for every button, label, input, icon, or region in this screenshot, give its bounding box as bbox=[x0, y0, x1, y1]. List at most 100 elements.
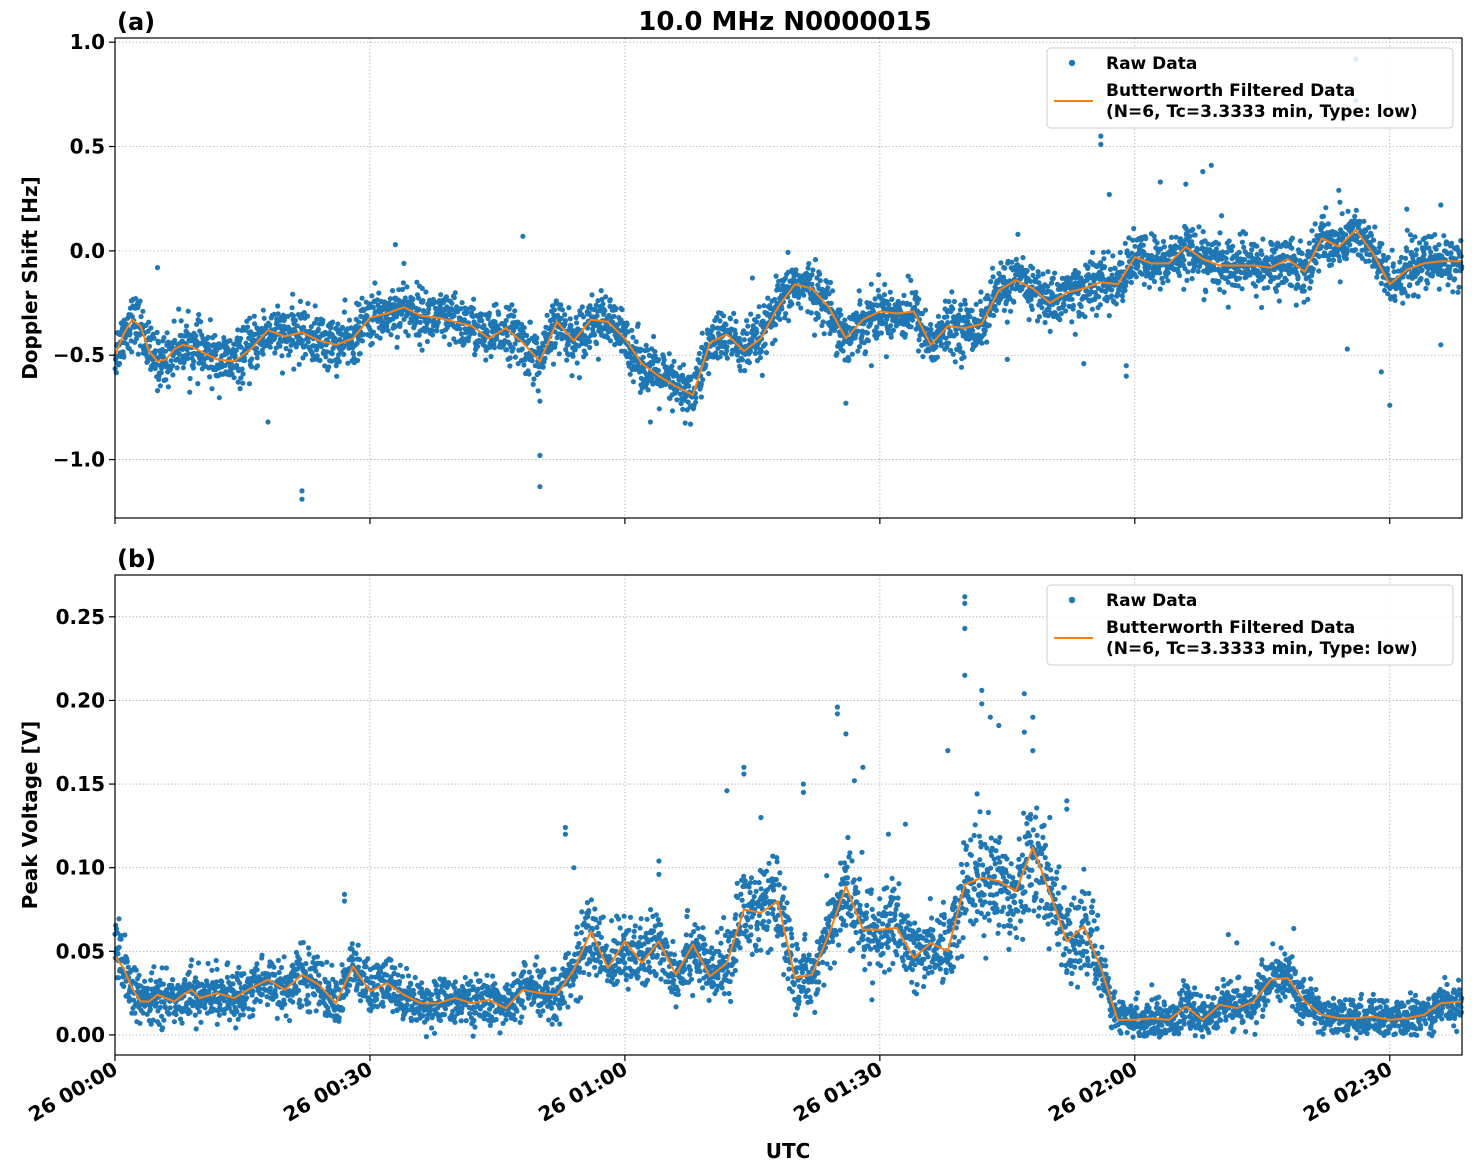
raw-data-point bbox=[170, 372, 176, 378]
raw-data-point bbox=[1217, 286, 1223, 293]
raw-data-point bbox=[154, 388, 161, 394]
raw-data-point bbox=[1181, 257, 1187, 263]
raw-data-point bbox=[686, 383, 692, 389]
raw-data-point bbox=[161, 335, 167, 341]
raw-data-point bbox=[1387, 402, 1393, 408]
raw-data-point bbox=[993, 307, 1000, 313]
raw-data-point bbox=[240, 371, 246, 377]
raw-data-point bbox=[163, 377, 169, 383]
raw-data-point bbox=[1140, 242, 1146, 248]
raw-data-point bbox=[1352, 213, 1358, 219]
raw-data-point bbox=[630, 379, 637, 385]
raw-data-point bbox=[696, 350, 703, 357]
raw-data-point bbox=[640, 354, 646, 360]
raw-data-point bbox=[567, 316, 573, 322]
raw-data-point bbox=[785, 249, 791, 255]
raw-data-point bbox=[591, 332, 598, 338]
raw-data-point bbox=[1109, 287, 1115, 293]
raw-data-point bbox=[255, 350, 261, 356]
raw-data-point bbox=[221, 998, 227, 1004]
raw-data-point bbox=[1313, 260, 1319, 266]
raw-data-point bbox=[1455, 289, 1461, 295]
raw-data-point bbox=[281, 316, 288, 322]
raw-data-point bbox=[254, 355, 260, 361]
raw-data-point bbox=[1009, 259, 1015, 265]
raw-data-point bbox=[1436, 286, 1442, 292]
raw-data-point bbox=[579, 304, 585, 310]
raw-data-point bbox=[335, 321, 341, 327]
raw-data-point bbox=[550, 361, 557, 367]
raw-data-point bbox=[1438, 202, 1444, 208]
raw-data-point bbox=[868, 363, 875, 369]
raw-data-point bbox=[801, 292, 807, 298]
legend-filtered-label-a: Butterworth Filtered Data bbox=[1106, 81, 1355, 101]
raw-data-point bbox=[227, 338, 233, 344]
raw-data-point bbox=[607, 338, 614, 344]
raw-data-point bbox=[136, 972, 142, 978]
raw-data-point bbox=[281, 954, 287, 960]
raw-data-point bbox=[222, 362, 228, 368]
raw-data-point bbox=[1374, 274, 1380, 280]
raw-data-point bbox=[1366, 224, 1372, 231]
raw-data-point bbox=[1100, 249, 1107, 255]
raw-data-point bbox=[354, 340, 360, 346]
raw-data-point bbox=[886, 302, 892, 308]
raw-data-point bbox=[299, 1003, 305, 1009]
raw-data-point bbox=[137, 1020, 143, 1026]
raw-data-point bbox=[254, 363, 261, 369]
raw-data-point bbox=[958, 364, 965, 370]
panel-label-a: (a) bbox=[117, 8, 155, 36]
raw-data-point bbox=[494, 336, 500, 342]
raw-data-point bbox=[1277, 272, 1284, 278]
raw-data-point bbox=[820, 319, 826, 325]
raw-data-point bbox=[986, 322, 992, 328]
raw-data-point bbox=[295, 987, 302, 994]
raw-data-point bbox=[1319, 244, 1325, 250]
raw-data-point bbox=[533, 340, 540, 346]
raw-data-point bbox=[1397, 259, 1403, 265]
raw-data-point bbox=[377, 335, 383, 341]
raw-data-point bbox=[916, 296, 922, 302]
raw-data-point bbox=[967, 314, 973, 320]
raw-data-point bbox=[275, 957, 281, 964]
raw-data-point bbox=[1135, 263, 1141, 269]
raw-data-point bbox=[739, 357, 746, 363]
raw-data-point bbox=[1376, 249, 1382, 255]
raw-data-point bbox=[849, 351, 855, 357]
raw-data-point bbox=[1344, 249, 1350, 255]
raw-data-point bbox=[1011, 299, 1017, 305]
raw-data-point bbox=[1343, 256, 1350, 262]
raw-data-point bbox=[507, 355, 513, 361]
raw-data-point bbox=[1344, 346, 1350, 352]
raw-data-point bbox=[589, 292, 595, 298]
raw-data-point bbox=[687, 421, 694, 427]
raw-data-point bbox=[674, 397, 680, 403]
raw-data-point bbox=[207, 317, 213, 323]
raw-data-point bbox=[806, 261, 812, 267]
raw-data-point bbox=[231, 375, 237, 381]
raw-data-point bbox=[376, 290, 382, 296]
raw-data-point bbox=[1096, 294, 1102, 300]
raw-data-point bbox=[202, 1005, 208, 1011]
raw-data-point bbox=[720, 313, 727, 319]
raw-data-point bbox=[521, 362, 527, 368]
raw-data-point bbox=[745, 323, 751, 329]
raw-data-point bbox=[1320, 213, 1327, 219]
raw-data-point bbox=[345, 360, 351, 366]
raw-data-point bbox=[1316, 253, 1322, 260]
raw-data-point bbox=[420, 308, 427, 314]
raw-data-point bbox=[392, 324, 398, 330]
raw-data-point bbox=[359, 295, 365, 301]
raw-data-point bbox=[305, 992, 311, 998]
raw-data-point bbox=[277, 343, 283, 349]
raw-data-point bbox=[479, 318, 485, 324]
raw-data-point bbox=[1223, 255, 1229, 262]
raw-data-point bbox=[429, 327, 435, 334]
raw-data-point bbox=[647, 419, 654, 425]
raw-data-point bbox=[504, 332, 510, 339]
raw-data-point bbox=[483, 357, 489, 363]
raw-data-point bbox=[629, 327, 635, 333]
raw-data-point bbox=[757, 355, 764, 361]
raw-data-point bbox=[190, 365, 196, 371]
raw-data-point bbox=[957, 307, 964, 313]
